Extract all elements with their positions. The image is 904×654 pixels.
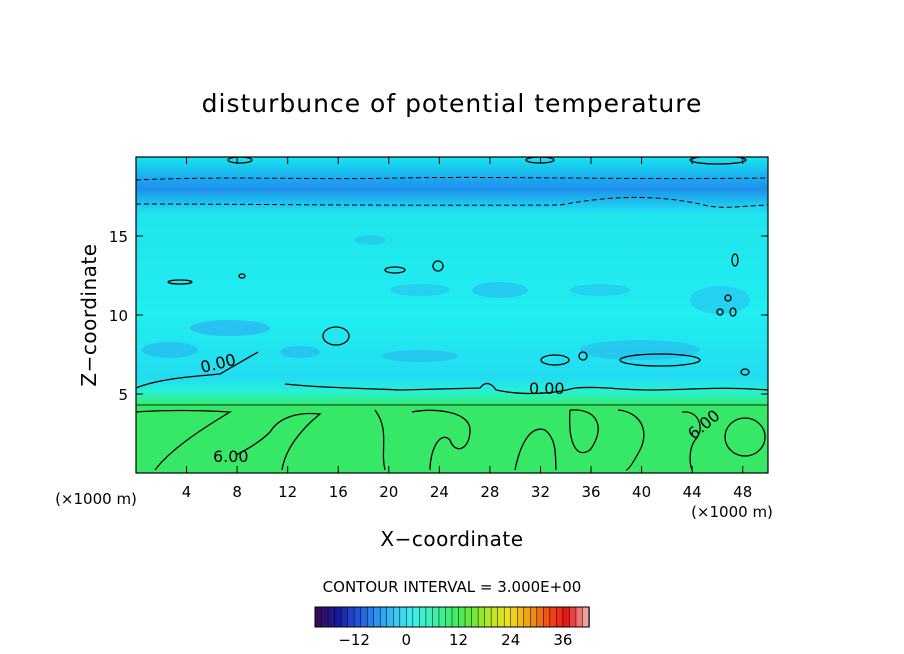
contour-interval-label: CONTOUR INTERVAL = 3.000E+00 xyxy=(323,578,582,596)
x-axis-unit: (×1000 m) xyxy=(691,503,773,521)
colorbar-segment xyxy=(347,606,355,628)
x-tick-label: 44 xyxy=(683,483,702,501)
x-tick-label: 32 xyxy=(531,483,550,501)
colorbar-tick-label: −12 xyxy=(338,631,370,649)
colorbar-segment xyxy=(327,606,336,628)
x-tick-label: 28 xyxy=(480,483,499,501)
colorbar-segment xyxy=(575,606,584,628)
colorbar-segment xyxy=(497,606,505,628)
y-tick-group: 5 10 15 xyxy=(109,228,768,404)
colorbar-segment xyxy=(366,606,375,628)
colorbar-segment xyxy=(536,606,545,628)
colorbar-segment xyxy=(516,606,525,628)
colorbar-tick-group: −12 0 12 24 36 xyxy=(338,631,572,649)
colorbar-segment xyxy=(523,606,532,628)
x-tick-label: 12 xyxy=(278,483,297,501)
colorbar-segment xyxy=(334,606,342,628)
colorbar-segment xyxy=(471,606,479,628)
x-tick-label: 40 xyxy=(632,483,651,501)
colorbar-segment xyxy=(406,606,414,628)
contour-label: 6.00 xyxy=(213,447,249,466)
y-tick-label: 15 xyxy=(109,228,128,246)
colorbar-segment xyxy=(438,606,447,628)
colorbar-segment xyxy=(425,606,434,628)
colorbar-segment xyxy=(353,606,362,628)
x-tick-label: 48 xyxy=(733,483,752,501)
colorbar-segment xyxy=(543,606,551,628)
y-axis-label: Z−coordinate xyxy=(77,243,101,386)
colorbar-segment xyxy=(490,606,499,628)
colorbar-segment xyxy=(582,606,590,628)
field-patches xyxy=(136,235,768,473)
contour-label: 0.00 xyxy=(529,379,565,398)
x-axis-label: X−coordinate xyxy=(380,527,523,551)
colorbar-segment xyxy=(477,606,486,628)
y-tick-label: 10 xyxy=(109,307,128,325)
colorbar-segment xyxy=(549,606,558,628)
y-tick-label: 5 xyxy=(118,386,128,404)
x-tick-label: 4 xyxy=(182,483,192,501)
x-tick-label: 16 xyxy=(329,483,348,501)
chart-title: disturbunce of potential temperature xyxy=(202,89,703,118)
colorbar-segment xyxy=(510,606,518,628)
colorbar-segment xyxy=(432,606,440,628)
colorbar-segment xyxy=(464,606,473,628)
colorbar-segment xyxy=(314,606,323,628)
colorbar-tick-label: 0 xyxy=(402,631,412,649)
colorbar xyxy=(314,606,590,628)
colorbar-segment xyxy=(412,606,421,628)
colorbar-segment xyxy=(562,606,571,628)
colorbar-segment xyxy=(530,606,538,628)
colorbar-segment xyxy=(569,606,577,628)
colorbar-segment xyxy=(386,606,395,628)
x-tick-label: 24 xyxy=(430,483,449,501)
colorbar-segment xyxy=(393,606,401,628)
colorbar-segment xyxy=(458,606,466,628)
colorbar-segment xyxy=(556,606,564,628)
colorbar-frame xyxy=(314,606,590,628)
colorbar-segment xyxy=(340,606,349,628)
plot-area: 0.000.006.006.00 xyxy=(136,157,768,473)
colorbar-segment xyxy=(399,606,408,628)
colorbar-tick-label: 12 xyxy=(449,631,468,649)
colorbar-segment xyxy=(445,606,453,628)
colorbar-tick-label: 24 xyxy=(501,631,520,649)
x-tick-group: 4 8 12 16 20 24 28 32 36 40 44 48 xyxy=(182,157,752,501)
colorbar-segment xyxy=(451,606,460,628)
colorbar-segment xyxy=(419,606,427,628)
z-axis-unit: (×1000 m) xyxy=(55,490,137,508)
colorbar-segment xyxy=(321,606,329,628)
colorbar-tick-label: 36 xyxy=(553,631,572,649)
x-tick-label: 36 xyxy=(581,483,600,501)
x-tick-label: 20 xyxy=(379,483,398,501)
colorbar-segment xyxy=(360,606,368,628)
x-tick-label: 8 xyxy=(232,483,242,501)
colorbar-segment xyxy=(484,606,492,628)
colorbar-segment xyxy=(379,606,388,628)
colorbar-segment xyxy=(503,606,512,628)
colorbar-segment xyxy=(373,606,381,628)
